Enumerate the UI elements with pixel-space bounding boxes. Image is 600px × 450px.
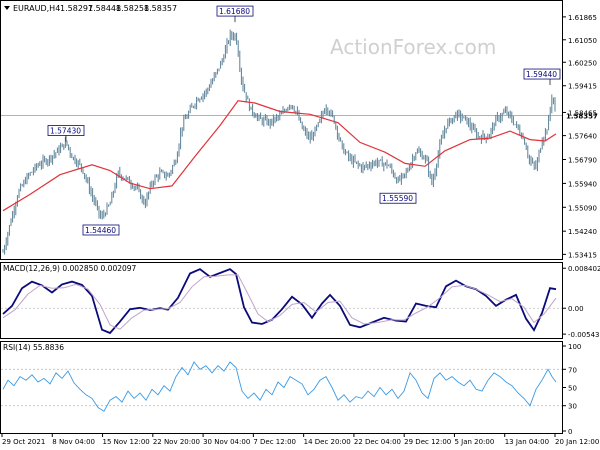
- price-tick-label: 1.59415: [568, 83, 597, 91]
- time-tick-label: 14 Dec 20:00: [304, 438, 351, 446]
- ohlc-high: 1.58448: [88, 4, 121, 13]
- time-tick-label: 7 Dec 12:00: [253, 438, 296, 446]
- time-tick-label: 13 Jan 04:00: [505, 438, 549, 446]
- rsi-tick-label: 0: [568, 428, 572, 436]
- annotation-box: [379, 192, 417, 204]
- price-tick-label: 1.61865: [568, 14, 597, 22]
- price-bars: [2, 29, 556, 255]
- price-tick-label: 1.55940: [568, 180, 597, 188]
- time-tick-label: 15 Nov 12:00: [103, 438, 150, 446]
- ohlc-low: 1.58258: [116, 4, 149, 13]
- price-tick-label: 1.58465: [568, 109, 597, 117]
- time-tick-label: 8 Nov 04:00: [52, 438, 95, 446]
- rsi-tick-label: 70: [568, 366, 577, 374]
- annotation-box: [82, 224, 120, 236]
- watermark: ActionForex.com: [330, 35, 496, 59]
- time-tick-label: 22 Nov 20:00: [153, 438, 200, 446]
- price-tick-label: 1.54240: [568, 228, 597, 236]
- time-axis: 29 Oct 2021 8 Nov 04:00 15 Nov 12:00 22 Nov…: [1, 433, 599, 446]
- rsi-line: [2, 361, 557, 412]
- time-tick-label: 20 Jan 12:00: [555, 438, 599, 446]
- rsi-axis: 100 70 50 30 0: [562, 343, 581, 436]
- current-price-label: 1.58357: [566, 112, 598, 120]
- macd-layer: [1, 268, 562, 335]
- rsi-layer: [1, 361, 562, 412]
- price-tick-label: 1.57640: [568, 133, 597, 141]
- macd-tick-label: -0.005436: [568, 331, 600, 339]
- sma-layer: [2, 100, 557, 212]
- price-annotations: 1.61680 1.59440 1.57430 1.54460 1.55590: [47, 5, 561, 236]
- annotation-label: 1.54460: [85, 226, 116, 235]
- time-tick-label: 30 Nov 04:00: [203, 438, 250, 446]
- macd-axis: 0.008402 0.00 -0.005436: [562, 265, 600, 339]
- price-tick-label: 1.56790: [568, 157, 597, 165]
- ohlc-open: 1.58297: [60, 4, 93, 13]
- moving-average-line: [2, 100, 557, 212]
- time-tick-label: 22 Dec 04:00: [354, 438, 401, 446]
- annotation-label: 1.55590: [382, 194, 413, 203]
- symbol-label: EURAUD,H4: [13, 4, 60, 13]
- time-tick-label: 5 Jan 20:00: [454, 438, 494, 446]
- ohlc-close: 1.58357: [144, 4, 177, 13]
- annotation-box: [216, 5, 254, 17]
- rsi-tick-label: 30: [568, 403, 577, 411]
- price-pane-frame: [0, 0, 563, 260]
- price-axis: 1.61865 1.61050 1.60250 1.59415 1.58465 1.576…: [562, 14, 598, 259]
- rsi-tick-label: 50: [568, 385, 577, 393]
- macd-tick-label: 0.00: [568, 305, 584, 313]
- macd-pane-frame: [0, 262, 563, 339]
- annotation-label: 1.61680: [219, 7, 250, 16]
- macd-label: MACD(12,26,9) 0.002850 0.002097: [3, 264, 137, 273]
- rsi-label: RSI(14) 55.8836: [3, 343, 64, 352]
- macd-tick-label: 0.008402: [568, 265, 600, 273]
- price-tick-label: 1.60250: [568, 59, 597, 67]
- annotation-box: [523, 68, 561, 80]
- annotation-label: 1.59440: [526, 70, 557, 79]
- price-header: EURAUD,H4 1.58297 1.58448 1.58258 1.5835…: [4, 4, 177, 13]
- rsi-tick-label: 100: [568, 343, 581, 351]
- annotation-label: 1.57430: [50, 127, 81, 136]
- annotation-box: [47, 125, 85, 136]
- time-tick-label: 29 Dec 12:00: [404, 438, 451, 446]
- signal-line: [2, 274, 557, 330]
- rsi-pane-frame: [0, 341, 563, 434]
- time-tick-label: 29 Oct 2021: [2, 438, 45, 446]
- dropdown-triangle-icon[interactable]: [4, 6, 10, 10]
- price-tick-label: 1.53415: [568, 251, 597, 259]
- price-tick-label: 1.61050: [568, 37, 597, 45]
- price-tick-label: 1.55090: [568, 204, 597, 212]
